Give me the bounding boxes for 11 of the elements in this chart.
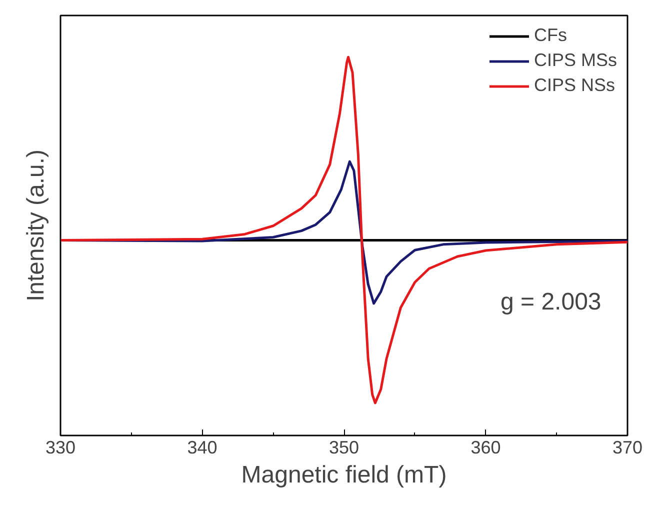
x-tick-label: 370	[612, 438, 643, 458]
legend-label: CIPS MSs	[534, 50, 617, 71]
x-tick-label: 340	[187, 438, 218, 458]
legend-label: CFs	[534, 25, 567, 46]
x-tick-label: 350	[328, 438, 360, 458]
x-tick-label: 360	[470, 438, 501, 458]
legend-label: CIPS NSs	[534, 75, 616, 96]
x-tick-label: 330	[45, 438, 76, 458]
annotation: g = 2.003	[500, 288, 602, 316]
y-axis-title: Intensity (a.u.)	[22, 149, 50, 302]
x-axis-title: Magnetic field (mT)	[241, 462, 447, 488]
